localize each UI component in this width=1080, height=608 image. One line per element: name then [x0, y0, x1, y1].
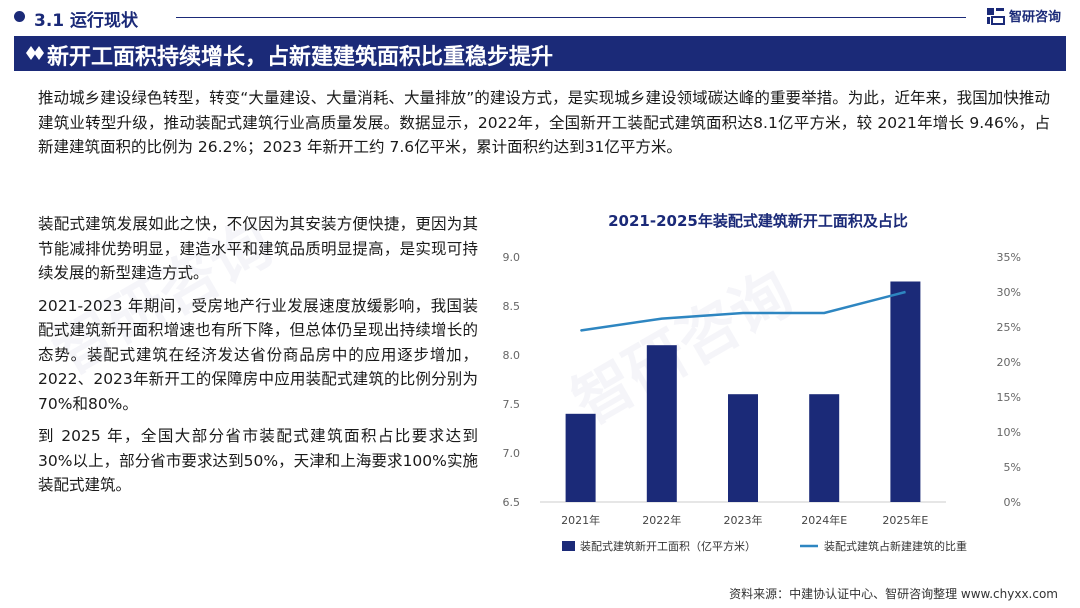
share-point: [742, 312, 744, 314]
section-bullet-icon: [14, 11, 25, 22]
bar-2022年: [646, 345, 677, 502]
y-tick-label: 7.0: [503, 447, 521, 460]
y-tick-label: 7.5: [503, 398, 521, 411]
chart-panel: 2021-2025年装配式建筑新开工面积及占比 6.5 7.0 7.5 8.0 8.5 9…: [488, 210, 1048, 570]
body-paragraph: 装配式建筑发展如此之快，不仅因为其安装方便快捷，更因为其节能减排优势明显，建造水…: [38, 215, 478, 282]
diamond-icon: [26, 46, 44, 60]
logo-text: 智研咨询: [1009, 10, 1062, 25]
y2-tick-label: 35%: [997, 251, 1021, 264]
y2-tick-label: 15%: [997, 391, 1021, 404]
legend-line-label: 装配式建筑占新建建筑的比重: [824, 539, 967, 553]
bar-2023年: [728, 394, 758, 502]
x-tick-label: 2022年: [642, 513, 681, 527]
y2-tick-label: 0%: [1004, 496, 1021, 509]
y2-tick-label: 5%: [1004, 461, 1021, 474]
title-banner: 新开工面积持续增长，占新建建筑面积比重稳步提升: [14, 36, 1066, 71]
x-tick-label: 2023年: [724, 513, 763, 527]
y-tick-label: 8.5: [503, 300, 521, 313]
share-point: [580, 330, 582, 331]
bar-2025年E: [890, 281, 921, 502]
share-point: [904, 291, 906, 293]
share-line: [580, 290, 906, 332]
y2-tick-label: 30%: [997, 286, 1021, 299]
left-text-column: 装配式建筑发展如此之快，不仅因为其安装方便快捷，更因为其节能减排优势明显，建造水…: [38, 212, 478, 506]
y-tick-label: 8.0: [503, 349, 521, 362]
legend-bar-label: 装配式建筑新开工面积（亿平方米）: [580, 539, 756, 553]
body-paragraph: 2021-2023 年期间，受房地产行业发展速度放缓影响，我国装配式建筑新开面积…: [38, 296, 478, 413]
x-tick-label: 2024年E: [801, 513, 847, 527]
chart-title: 2021-2025年装配式建筑新开工面积及占比: [608, 212, 908, 230]
y2-tick-label: 20%: [997, 356, 1021, 369]
y2-tick-label: 25%: [997, 321, 1021, 334]
page-title: 新开工面积持续增长，占新建建筑面积比重稳步提升: [47, 45, 554, 70]
y-tick-label: 9.0: [503, 251, 521, 264]
legend-bar-swatch: [562, 541, 575, 551]
y2-tick-label: 10%: [997, 426, 1021, 439]
x-tick-label: 2025年E: [882, 513, 928, 527]
body-paragraph: 到 2025 年，全国大部分省市装配式建筑面积占比要求达到 30%以上，部分省市…: [38, 427, 478, 494]
brand-logo: 智研咨询: [986, 6, 1061, 25]
share-point: [823, 312, 825, 314]
header-divider: [176, 17, 966, 18]
intro-paragraph: 推动城乡建设绿色转型，转变“大量建设、大量消耗、大量排放”的建设方式，是实现城乡…: [38, 89, 1050, 156]
section-title: 3.1 运行现状: [34, 11, 139, 31]
y-tick-label: 6.5: [503, 496, 521, 509]
share-point: [661, 318, 663, 320]
x-tick-label: 2021年: [561, 513, 600, 527]
source-note: 资料来源：中建协认证中心、智研咨询整理 www.chyxx.com: [729, 587, 1058, 601]
bar-2024年E: [809, 394, 840, 502]
logo-icon: [987, 7, 1005, 25]
combo-chart: 6.5 7.0 7.5 8.0 8.5 9.0 0% 5% 10% 15% 20% 25% 30% 35%…: [503, 251, 1022, 553]
top-bar: 3.1 运行现状 智研咨询: [0, 0, 1080, 34]
bar-2021年: [565, 413, 596, 502]
